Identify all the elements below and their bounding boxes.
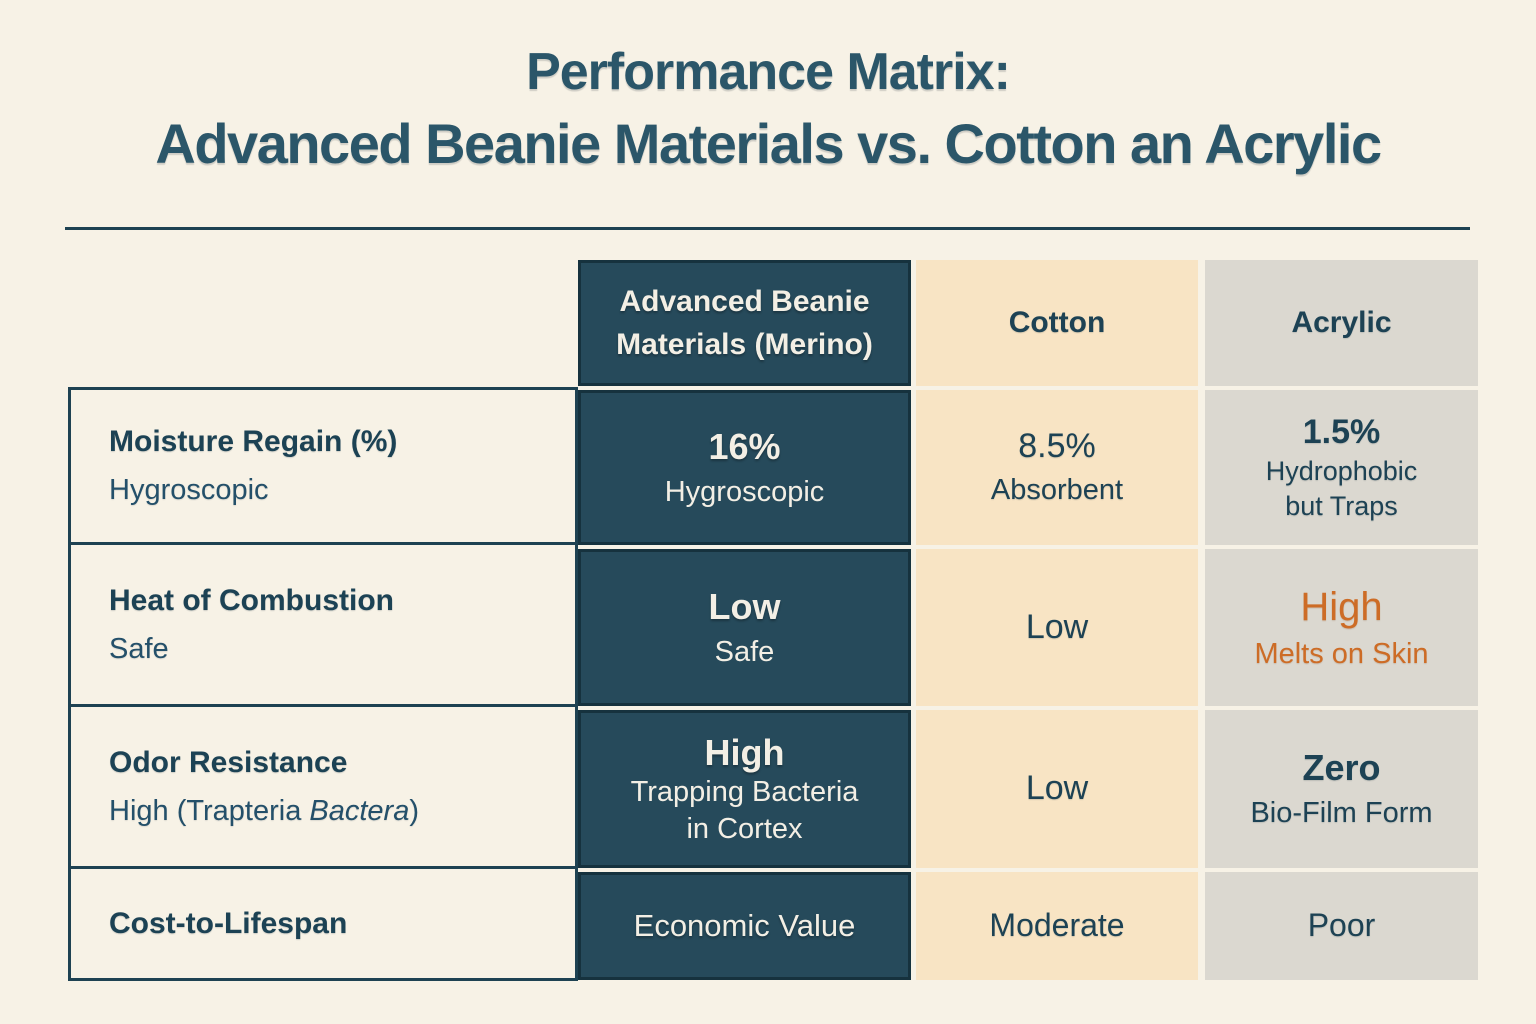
- cell-acrylic-odor-note: Bio-Film Form: [1250, 797, 1433, 830]
- cell-merino-combustion-note: Safe: [714, 635, 775, 668]
- column-header-acrylic: Acrylic: [1205, 260, 1478, 386]
- row-label-odor-resistance: Odor Resistance High (Trapteria Bactera): [71, 707, 575, 869]
- cell-merino-combustion-value: Low: [708, 585, 781, 627]
- title-line-1: Performance Matrix:: [526, 43, 1011, 101]
- row-label-odor-resistance-subtitle: High (Trapteria Bactera): [109, 795, 575, 828]
- cell-acrylic-combustion-value: High: [1300, 584, 1383, 629]
- cell-cotton-odor: Low: [916, 710, 1198, 868]
- column-header-merino-line1: Advanced Beanie: [619, 284, 870, 318]
- row-label-odor-resistance-title: Odor Resistance: [109, 745, 348, 779]
- cell-cotton-moisture: 8.5% Absorbent: [916, 390, 1198, 545]
- row-label-heat-of-combustion: Heat of Combustion Safe: [71, 545, 575, 707]
- row-label-heat-of-combustion-subtitle: Safe: [109, 633, 575, 666]
- cell-merino-odor-value: High: [704, 731, 785, 773]
- title-divider: [65, 227, 1470, 230]
- cell-acrylic-cost: Poor: [1205, 872, 1478, 980]
- cell-merino-odor-note-line1: Trapping Bacteria: [630, 776, 859, 809]
- cell-merino-moisture-value: 16%: [708, 425, 781, 467]
- cell-cotton-odor-value: Low: [1025, 769, 1089, 808]
- cell-cotton-cost-value: Moderate: [989, 907, 1125, 944]
- cell-acrylic-odor: Zero Bio-Film Form: [1205, 710, 1478, 868]
- cell-merino-moisture: 16% Hygroscopic: [578, 390, 911, 545]
- column-header-cotton: Cotton: [916, 260, 1198, 386]
- cell-acrylic-moisture-note-line2: but Traps: [1285, 491, 1398, 522]
- cell-merino-combustion: Low Safe: [578, 549, 911, 706]
- cell-acrylic-moisture-note-line1: Hydrophobic: [1265, 455, 1418, 486]
- cell-cotton-combustion: Low: [916, 549, 1198, 706]
- column-header-merino-line2: Materials (Merino): [616, 328, 873, 361]
- row-label-moisture-regain: Moisture Regain (%) Hygroscopic: [71, 390, 575, 545]
- cell-acrylic-combustion: High Melts on Skin: [1205, 549, 1478, 706]
- row-label-heat-of-combustion-title: Heat of Combustion: [109, 583, 394, 617]
- cell-merino-odor-note-line2: in Cortex: [686, 812, 803, 845]
- row-label-heat-of-combustion-subtitle-text: Safe: [109, 632, 169, 665]
- row-label-odor-resistance-subtitle-italic: Bactera: [309, 794, 410, 827]
- cell-cotton-moisture-note: Absorbent: [990, 474, 1124, 507]
- row-label-odor-resistance-subtitle-pre: High (Trapteria: [109, 794, 310, 827]
- row-label-cost-to-lifespan-title: Cost-to-Lifespan: [109, 906, 348, 940]
- cell-cotton-combustion-value: Low: [1025, 607, 1089, 646]
- row-label-moisture-regain-title: Moisture Regain (%): [109, 425, 398, 458]
- cell-acrylic-moisture-value: 1.5%: [1302, 412, 1381, 451]
- cell-merino-cost: Economic Value: [578, 872, 911, 980]
- cell-merino-moisture-note: Hygroscopic: [664, 475, 825, 508]
- cell-acrylic-cost-value: Poor: [1307, 907, 1376, 944]
- cell-acrylic-odor-value: Zero: [1302, 747, 1381, 789]
- cell-merino-cost-value: Economic Value: [633, 907, 856, 943]
- cell-cotton-cost: Moderate: [916, 872, 1198, 980]
- column-header-merino: Advanced Beanie Materials (Merino): [578, 260, 911, 386]
- row-label-moisture-regain-subtitle-text: Hygroscopic: [109, 474, 269, 506]
- cell-cotton-moisture-value: 8.5%: [1018, 427, 1096, 466]
- cell-acrylic-moisture: 1.5% Hydrophobic but Traps: [1205, 390, 1478, 545]
- cell-merino-odor: High Trapping Bacteria in Cortex: [578, 710, 911, 868]
- row-label-moisture-regain-subtitle: Hygroscopic: [109, 474, 575, 507]
- row-label-odor-resistance-subtitle-post: ): [409, 794, 420, 827]
- cell-acrylic-combustion-note: Melts on Skin: [1254, 637, 1429, 670]
- row-label-column: Moisture Regain (%) Hygroscopic Heat of …: [68, 387, 578, 981]
- title-line-2: Advanced Beanie Materials vs. Cotton an …: [155, 112, 1382, 176]
- row-label-cost-to-lifespan: Cost-to-Lifespan: [71, 869, 575, 978]
- page-title: Performance Matrix: Advanced Beanie Mate…: [0, 43, 1536, 176]
